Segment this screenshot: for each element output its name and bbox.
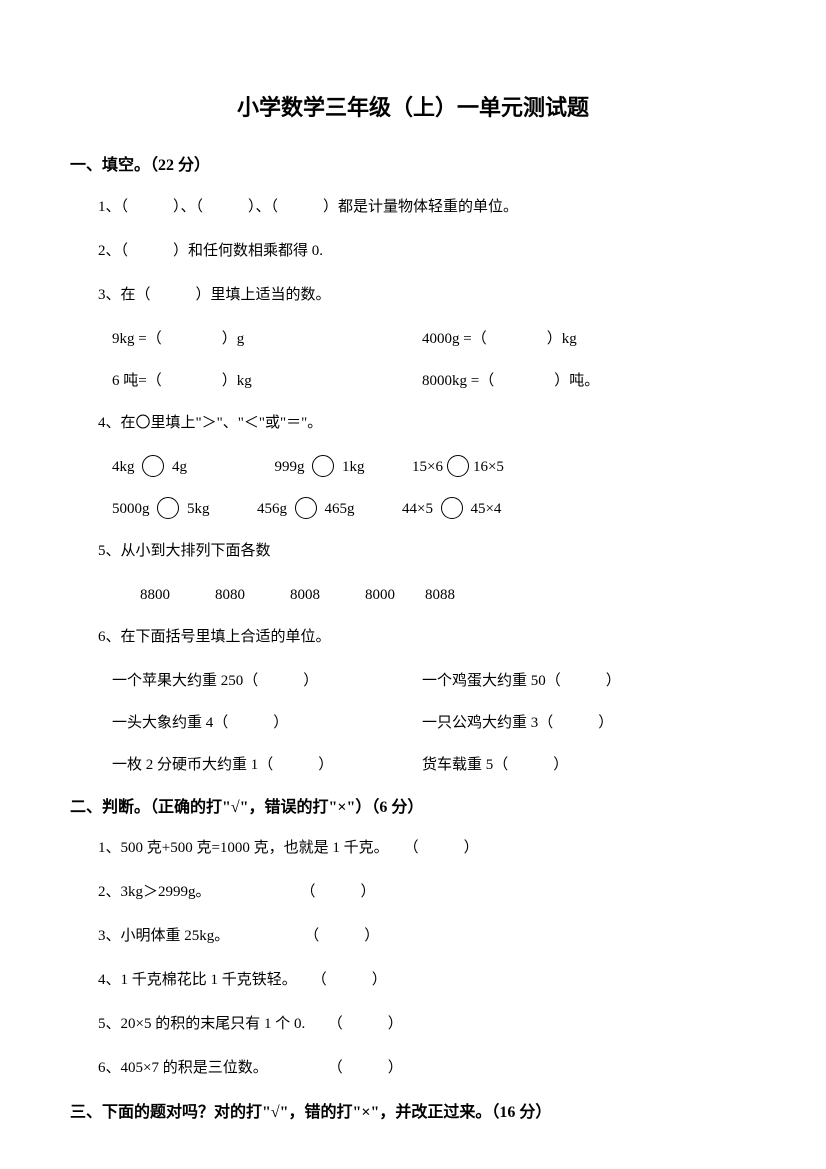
q4-2a: 999g — [275, 459, 309, 475]
s1-q4: 4、在〇里填上"＞"、"＜"或"＝"。 — [98, 411, 756, 435]
s1-q1: 1、（ ）、（ ）、（ ）都是计量物体轻重的单位。 — [98, 195, 756, 219]
s2-q4: 4、1 千克棉花比 1 千克铁轻。 （ ） — [98, 968, 756, 992]
circle-icon — [295, 497, 317, 519]
s2-q1: 1、500 克+500 克=1000 克，也就是 1 千克。 （ ） — [98, 836, 756, 860]
q4-5b: 465g — [321, 501, 355, 517]
q6-3-right: 货车载重 5（ ） — [422, 753, 756, 777]
s1-q4-row2: 5000g 5kg 456g 465g 44×5 45×4 — [112, 497, 756, 521]
q4-1b: 4g — [168, 459, 187, 475]
q4-4b: 5kg — [183, 501, 209, 517]
s1-q5-nums: 8800 8080 8008 8000 8088 — [140, 583, 756, 607]
s1-q6: 6、在下面括号里填上合适的单位。 — [98, 625, 756, 649]
q6-2-left: 一头大象约重 4（ ） — [112, 711, 422, 735]
circle-icon — [157, 497, 179, 519]
q6-1-right: 一个鸡蛋大约重 50（ ） — [422, 669, 756, 693]
q6-2-right: 一只公鸡大约重 3（ ） — [422, 711, 756, 735]
s1-q3-row1: 9kg =（ ）g 4000g =（ ）kg — [112, 327, 756, 351]
s1-q6-row1: 一个苹果大约重 250（ ） 一个鸡蛋大约重 50（ ） — [112, 669, 756, 693]
q6-3-left: 一枚 2 分硬币大约重 1（ ） — [112, 753, 422, 777]
section-3-header: 三、下面的题对吗？对的打"√"，错的打"×"，并改正过来。（16 分） — [70, 1100, 756, 1126]
circle-icon — [447, 455, 469, 477]
s1-q3-r1-left: 9kg =（ ）g — [112, 327, 422, 351]
q4-5a: 456g — [257, 501, 291, 517]
q4-3b: 16×5 — [473, 459, 504, 475]
s1-q3-r1-right: 4000g =（ ）kg — [422, 327, 756, 351]
q4-3a: 15×6 — [412, 459, 443, 475]
s1-q2: 2、（ ）和任何数相乘都得 0. — [98, 239, 756, 263]
q4-6a: 44×5 — [402, 501, 437, 517]
circle-icon — [312, 455, 334, 477]
q4-2b: 1kg — [338, 459, 364, 475]
s1-q5: 5、从小到大排列下面各数 — [98, 539, 756, 563]
s1-q3-r2-right: 8000kg =（ ）吨。 — [422, 369, 756, 393]
page-title: 小学数学三年级（上）一单元测试题 — [70, 90, 756, 125]
section-2-header: 二、判断。（正确的打"√"，错误的打"×"）（6 分） — [70, 795, 756, 821]
q4-1a: 4kg — [112, 459, 138, 475]
s2-q3: 3、小明体重 25kg。 （ ） — [98, 924, 756, 948]
circle-icon — [142, 455, 164, 477]
s2-q2: 2、3kg＞2999g。 （ ） — [98, 880, 756, 904]
s1-q4-row1: 4kg 4g 999g 1kg 15×6 16×5 — [112, 455, 756, 479]
s1-q3-r2-left: 6 吨=（ ）kg — [112, 369, 422, 393]
circle-icon — [441, 497, 463, 519]
s2-q6: 6、405×7 的积是三位数。 （ ） — [98, 1056, 756, 1080]
section-1-header: 一、填空。（22 分） — [70, 153, 756, 179]
s1-q3: 3、在（ ）里填上适当的数。 — [98, 283, 756, 307]
s1-q6-row3: 一枚 2 分硬币大约重 1（ ） 货车载重 5（ ） — [112, 753, 756, 777]
s1-q3-row2: 6 吨=（ ）kg 8000kg =（ ）吨。 — [112, 369, 756, 393]
s1-q6-row2: 一头大象约重 4（ ） 一只公鸡大约重 3（ ） — [112, 711, 756, 735]
q4-6b: 45×4 — [467, 501, 502, 517]
q6-1-left: 一个苹果大约重 250（ ） — [112, 669, 422, 693]
s2-q5: 5、20×5 的积的末尾只有 1 个 0. （ ） — [98, 1012, 756, 1036]
q4-4a: 5000g — [112, 501, 153, 517]
